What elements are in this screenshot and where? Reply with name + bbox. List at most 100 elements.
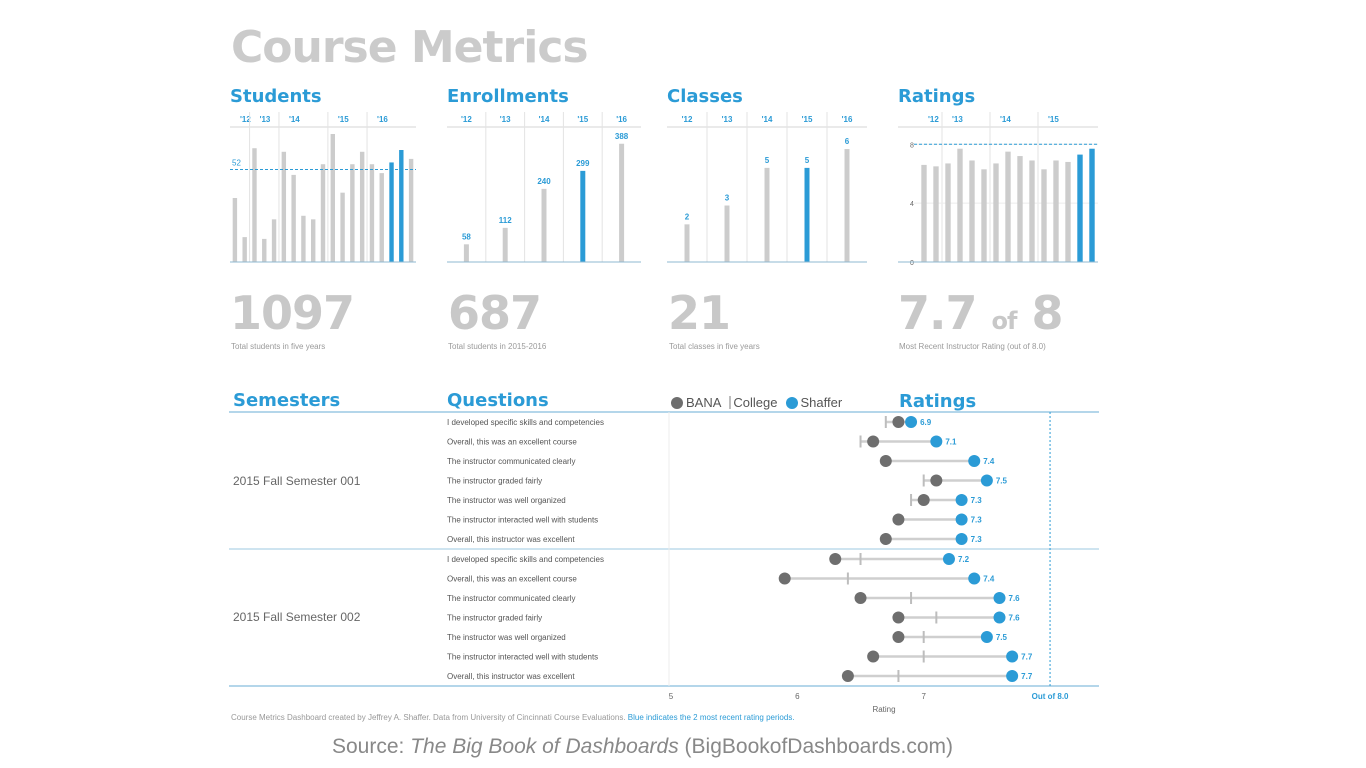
ratings-bar [993,163,999,262]
ratings-ytick-label: 8 [910,142,914,149]
students-heading: Students [230,86,322,107]
question-label: The instructor graded fairly [447,477,542,486]
max-rating-label: Out of 8.0 [1032,692,1069,701]
ratings-bar [1029,160,1035,262]
classes-chart: '12 '13 '14 '15 '16 2 3 5 5 6 [667,112,867,263]
classes-data-label: 6 [845,137,850,146]
bana-dot [854,592,867,604]
legend-item-bana: BANA [671,395,721,410]
students-year-label: '14 [289,115,300,124]
shaffer-dot [980,631,993,643]
shaffer-value-label: 7.4 [983,575,995,584]
bana-dot [892,611,905,624]
classes-bar [804,167,810,262]
ratings-year-label: '13 [952,115,963,124]
students-chart: '12 '13 '14 '15 '16 52 [230,112,416,263]
shaffer-value-label: 7.4 [983,457,995,466]
students-bar [369,164,375,262]
legend-label-college: College [733,395,778,410]
classes-year-label: '16 [842,115,853,124]
shaffer-dot [955,494,968,506]
classes-year-label: '13 [722,115,733,124]
students-bar [301,215,306,262]
enrollments-year-label: '14 [539,115,550,124]
question-label: Overall, this was an excellent course [447,575,577,584]
source-credit: Source: The Big Book of Dashboards (BigB… [332,735,953,759]
shaffer-dot [942,553,955,565]
shaffer-dot [955,533,968,545]
bana-dot [879,455,892,467]
students-year-label: '15 [338,115,349,124]
enrollments-year-label: '13 [500,115,511,124]
footer-blue-text: Blue indicates the 2 most recent rating … [627,713,795,722]
bana-dot [867,650,880,663]
ratings-bar [981,169,987,262]
students-bar [389,162,394,262]
enrollments-bar [580,170,586,262]
shaffer-dot [955,513,968,526]
question-label: Overall, this was an excellent course [447,438,577,447]
legend: BANA College Shaffer [671,395,850,410]
classes-caption: Total classes in five years [669,342,760,351]
students-year-label: '12 [240,115,251,124]
shaffer-value-label: 7.3 [971,516,983,525]
ratings-year-label: '12 [928,115,939,124]
ratings-bar [1041,169,1047,262]
enrollments-year-label: '16 [616,115,627,124]
students-bar [252,148,257,262]
classes-bar [844,149,850,262]
shaffer-dot [930,435,943,448]
question-label: I developed specific skills and competen… [447,418,604,427]
classes-bar [764,167,770,262]
classes-data-label: 2 [685,212,690,221]
shaffer-dot [993,611,1006,624]
question-label: The instructor interacted well with stud… [447,653,598,662]
ratings-bar [1005,151,1011,262]
enrollments-caption: Total students in 2015-2016 [448,342,547,351]
question-label: Overall, this instructor was excellent [447,535,575,544]
shaffer-value-label: 7.6 [1009,594,1021,603]
enrollments-data-label: 299 [576,159,590,168]
shaffer-value-label: 7.2 [958,555,970,564]
ratings-dot-chart: Out of 8.0 5 6 7 Rating I developed specific … [229,411,1099,714]
classes-data-label: 5 [805,156,810,165]
classes-total: 21 [668,286,731,340]
bana-dot [867,435,880,448]
enrollments-data-label: 240 [537,177,551,186]
shaffer-value-label: 7.5 [996,633,1008,642]
ratings-total-value: 7.7 [898,286,977,340]
shaffer-dot [980,474,993,487]
shaffer-dot [968,455,981,467]
bana-dot [841,670,854,682]
enrollments-bar [502,227,508,262]
legend-item-college: College [729,395,778,410]
question-label: The instructor communicated clearly [447,594,576,603]
students-bar [379,173,384,262]
question-label: The instructor communicated clearly [447,457,576,466]
enrollments-year-label: '12 [461,115,472,124]
shaffer-dot [993,592,1006,604]
ratings-bar [945,163,951,262]
dashboard-title: Course Metrics [231,22,589,73]
students-caption: Total students in five years [231,342,326,351]
question-label: Overall, this instructor was excellent [447,672,575,681]
ratings-ytick-label: 4 [910,201,914,208]
ratings-bar [969,160,975,262]
shaffer-value-label: 7.7 [1021,672,1033,681]
x-tick-label: 5 [669,692,674,701]
question-label: I developed specific skills and competen… [447,555,604,564]
bana-dot [879,533,892,545]
legend-item-shaffer: Shaffer [785,395,842,410]
enrollments-year-label: '15 [577,115,588,124]
shaffer-value-label: 7.6 [1009,614,1021,623]
ratings-bar [1017,156,1023,262]
enrollments-chart: '12 '13 '14 '15 '16 58 112 240 299 388 [447,112,641,263]
shaffer-value-label: 7.1 [945,438,957,447]
enrollments-data-label: 58 [462,232,471,241]
shaffer-value-label: 7.5 [996,477,1008,486]
students-bar [311,219,316,262]
ratings-bar [1089,148,1095,262]
shaffer-dot [905,416,918,428]
students-bar [408,158,414,262]
students-bar [232,198,238,262]
